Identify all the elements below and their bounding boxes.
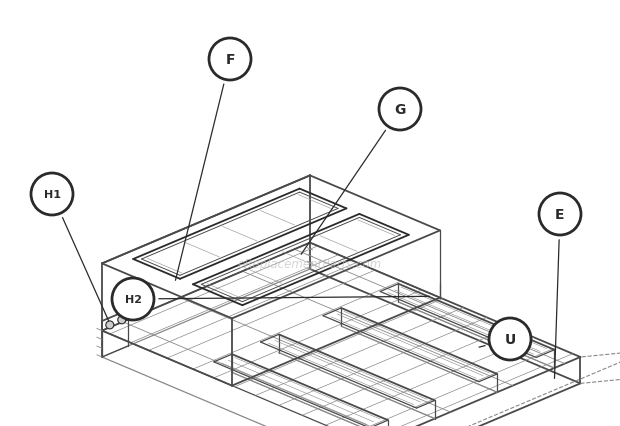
Text: H2: H2 [125, 294, 141, 304]
Circle shape [118, 316, 126, 324]
Circle shape [379, 89, 421, 131]
Text: F: F [225, 53, 235, 67]
Text: H1: H1 [43, 190, 61, 199]
Circle shape [112, 278, 154, 320]
Circle shape [209, 39, 251, 81]
Text: eReplacementParts.com: eReplacementParts.com [238, 258, 382, 271]
Text: E: E [556, 207, 565, 222]
Text: U: U [505, 332, 516, 346]
Circle shape [31, 173, 73, 216]
Circle shape [489, 318, 531, 360]
Text: G: G [394, 103, 405, 117]
Circle shape [106, 321, 114, 329]
Circle shape [539, 193, 581, 236]
